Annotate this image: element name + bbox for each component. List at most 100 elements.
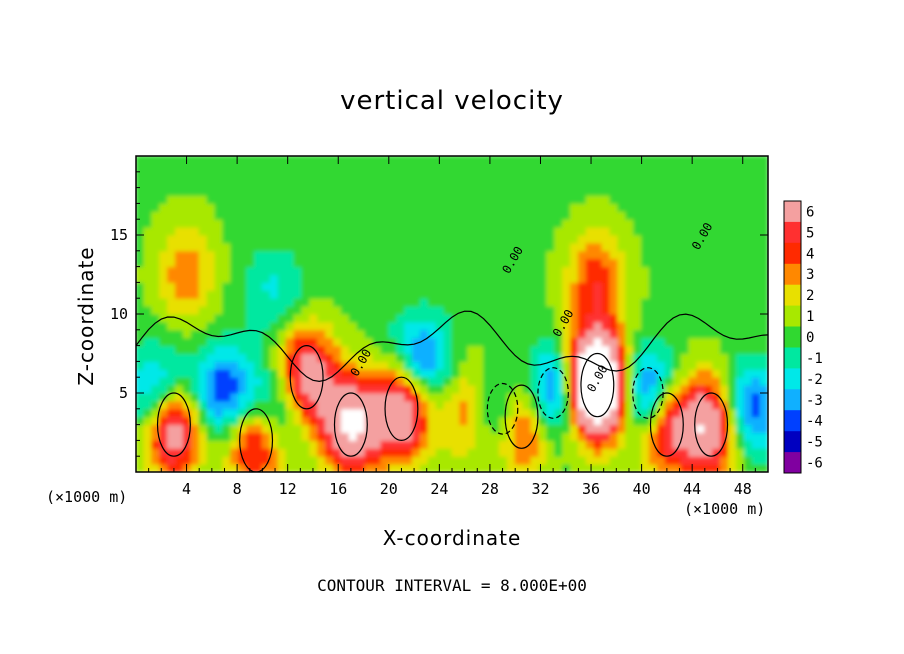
field-cell xyxy=(585,408,595,418)
field-cell xyxy=(435,305,445,315)
field-cell xyxy=(309,289,319,299)
field-cell xyxy=(577,234,587,244)
field-cell xyxy=(506,163,516,173)
field-cell xyxy=(309,376,319,386)
field-cell xyxy=(601,384,611,394)
field-cell xyxy=(688,329,698,339)
field-cell xyxy=(712,337,722,347)
field-cell xyxy=(404,242,413,252)
field-cell xyxy=(743,156,753,165)
field-cell xyxy=(143,305,153,315)
field-cell xyxy=(641,360,650,370)
field-cell xyxy=(443,274,453,283)
field-cell xyxy=(269,305,279,315)
field-cell xyxy=(506,329,516,339)
field-cell xyxy=(530,258,540,268)
field-cell xyxy=(483,337,492,347)
field-cell xyxy=(151,424,161,433)
field-cell xyxy=(720,289,729,299)
field-cell xyxy=(285,274,295,283)
field-cell xyxy=(396,447,406,457)
field-cell xyxy=(238,305,248,315)
field-cell xyxy=(151,408,161,418)
field-cell xyxy=(356,250,366,260)
field-cell xyxy=(206,274,216,283)
field-cell xyxy=(206,234,216,244)
field-cell xyxy=(175,455,184,465)
field-cell xyxy=(182,289,192,299)
field-cell xyxy=(206,416,216,426)
field-cell xyxy=(356,368,366,378)
field-cell xyxy=(151,163,161,173)
field-cell xyxy=(538,195,548,204)
field-cell xyxy=(649,368,658,378)
field-cell xyxy=(222,226,232,236)
field-cell xyxy=(664,345,674,354)
field-cell xyxy=(419,234,429,244)
field-cell xyxy=(514,297,524,307)
field-cell xyxy=(522,408,532,418)
field-cell xyxy=(443,195,453,204)
field-cell xyxy=(530,424,540,433)
field-cell xyxy=(720,274,729,283)
field-cell xyxy=(522,447,532,457)
field-cell xyxy=(735,156,745,165)
field-cell xyxy=(333,289,342,299)
field-cell xyxy=(451,424,461,433)
field-cell xyxy=(672,195,682,204)
field-cell xyxy=(688,432,698,441)
field-cell xyxy=(404,195,413,204)
field-cell xyxy=(735,408,745,418)
field-cell xyxy=(254,258,263,268)
field-cell xyxy=(680,384,690,394)
field-cell xyxy=(348,400,358,410)
field-cell xyxy=(396,329,406,339)
field-cell xyxy=(530,455,540,465)
field-cell xyxy=(514,416,524,426)
field-cell xyxy=(136,218,145,228)
field-cell xyxy=(238,187,248,196)
field-cell xyxy=(562,455,571,465)
field-cell xyxy=(206,210,216,220)
field-cell xyxy=(530,289,540,299)
field-cell xyxy=(222,156,232,165)
field-cell xyxy=(530,297,540,307)
field-cell xyxy=(380,432,390,441)
field-cell xyxy=(348,250,358,260)
field-cell xyxy=(293,416,303,426)
field-cell xyxy=(427,408,437,418)
field-cell xyxy=(751,439,761,449)
field-cell xyxy=(380,455,390,465)
field-cell xyxy=(554,337,564,347)
field-cell xyxy=(285,353,295,362)
field-cell xyxy=(190,337,200,347)
field-cell xyxy=(704,345,714,354)
field-cell xyxy=(293,226,303,236)
field-cell xyxy=(222,163,232,173)
field-cell xyxy=(198,305,208,315)
field-cell xyxy=(467,345,477,354)
field-cell xyxy=(427,353,437,362)
field-cell xyxy=(522,171,532,181)
contour-line xyxy=(504,384,539,449)
field-cell xyxy=(451,376,461,386)
field-cell xyxy=(317,368,327,378)
field-cell xyxy=(459,463,469,472)
field-cell xyxy=(514,274,524,283)
field-cell xyxy=(261,424,271,433)
field-cell xyxy=(601,179,611,189)
field-cell xyxy=(514,305,524,315)
field-cell xyxy=(435,156,445,165)
colorbar-label: -6 xyxy=(806,456,823,472)
field-cell xyxy=(751,226,761,236)
field-cell xyxy=(222,439,232,449)
field-cell xyxy=(538,353,548,362)
field-cell xyxy=(743,305,753,315)
colorbar-swatch xyxy=(784,431,801,453)
field-cell xyxy=(459,392,469,402)
field-cell xyxy=(475,392,485,402)
field-cell xyxy=(325,179,334,189)
field-cell xyxy=(498,156,508,165)
field-cell xyxy=(712,400,722,410)
field-cell xyxy=(317,281,327,291)
